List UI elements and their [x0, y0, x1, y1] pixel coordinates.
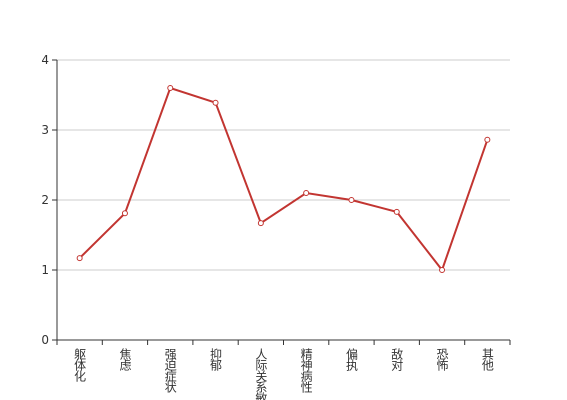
point	[121, 210, 128, 217]
x-tick-label: 敌对	[390, 347, 404, 371]
point	[348, 197, 355, 203]
y-tick-label: 0	[41, 333, 49, 347]
x-tick-label: 抑郁	[209, 347, 223, 372]
x-tick-label: 焦虑	[118, 348, 132, 371]
y-tick-label: 4	[41, 53, 49, 67]
point	[257, 220, 264, 227]
point	[167, 85, 174, 91]
point	[484, 136, 491, 143]
point	[439, 267, 446, 273]
x-tick-label: 精神病性	[299, 348, 313, 394]
point	[303, 190, 310, 196]
x-tick-label: 恐怖	[435, 348, 449, 371]
y-tick-label: 1	[41, 263, 49, 277]
point	[76, 255, 83, 262]
x-tick-label: 偏执	[344, 347, 358, 372]
point	[393, 208, 400, 215]
line	[78, 86, 489, 273]
x-tick-label: 强迫症状	[163, 348, 177, 393]
y-tick-label: 3	[41, 123, 49, 137]
x-tick-label: 人际关系敏感	[254, 348, 268, 400]
y-tick-label: 2	[41, 193, 49, 207]
point	[212, 99, 219, 106]
x-tick-label: 其他	[480, 348, 494, 371]
x-tick-label: 躯体化	[73, 347, 87, 383]
